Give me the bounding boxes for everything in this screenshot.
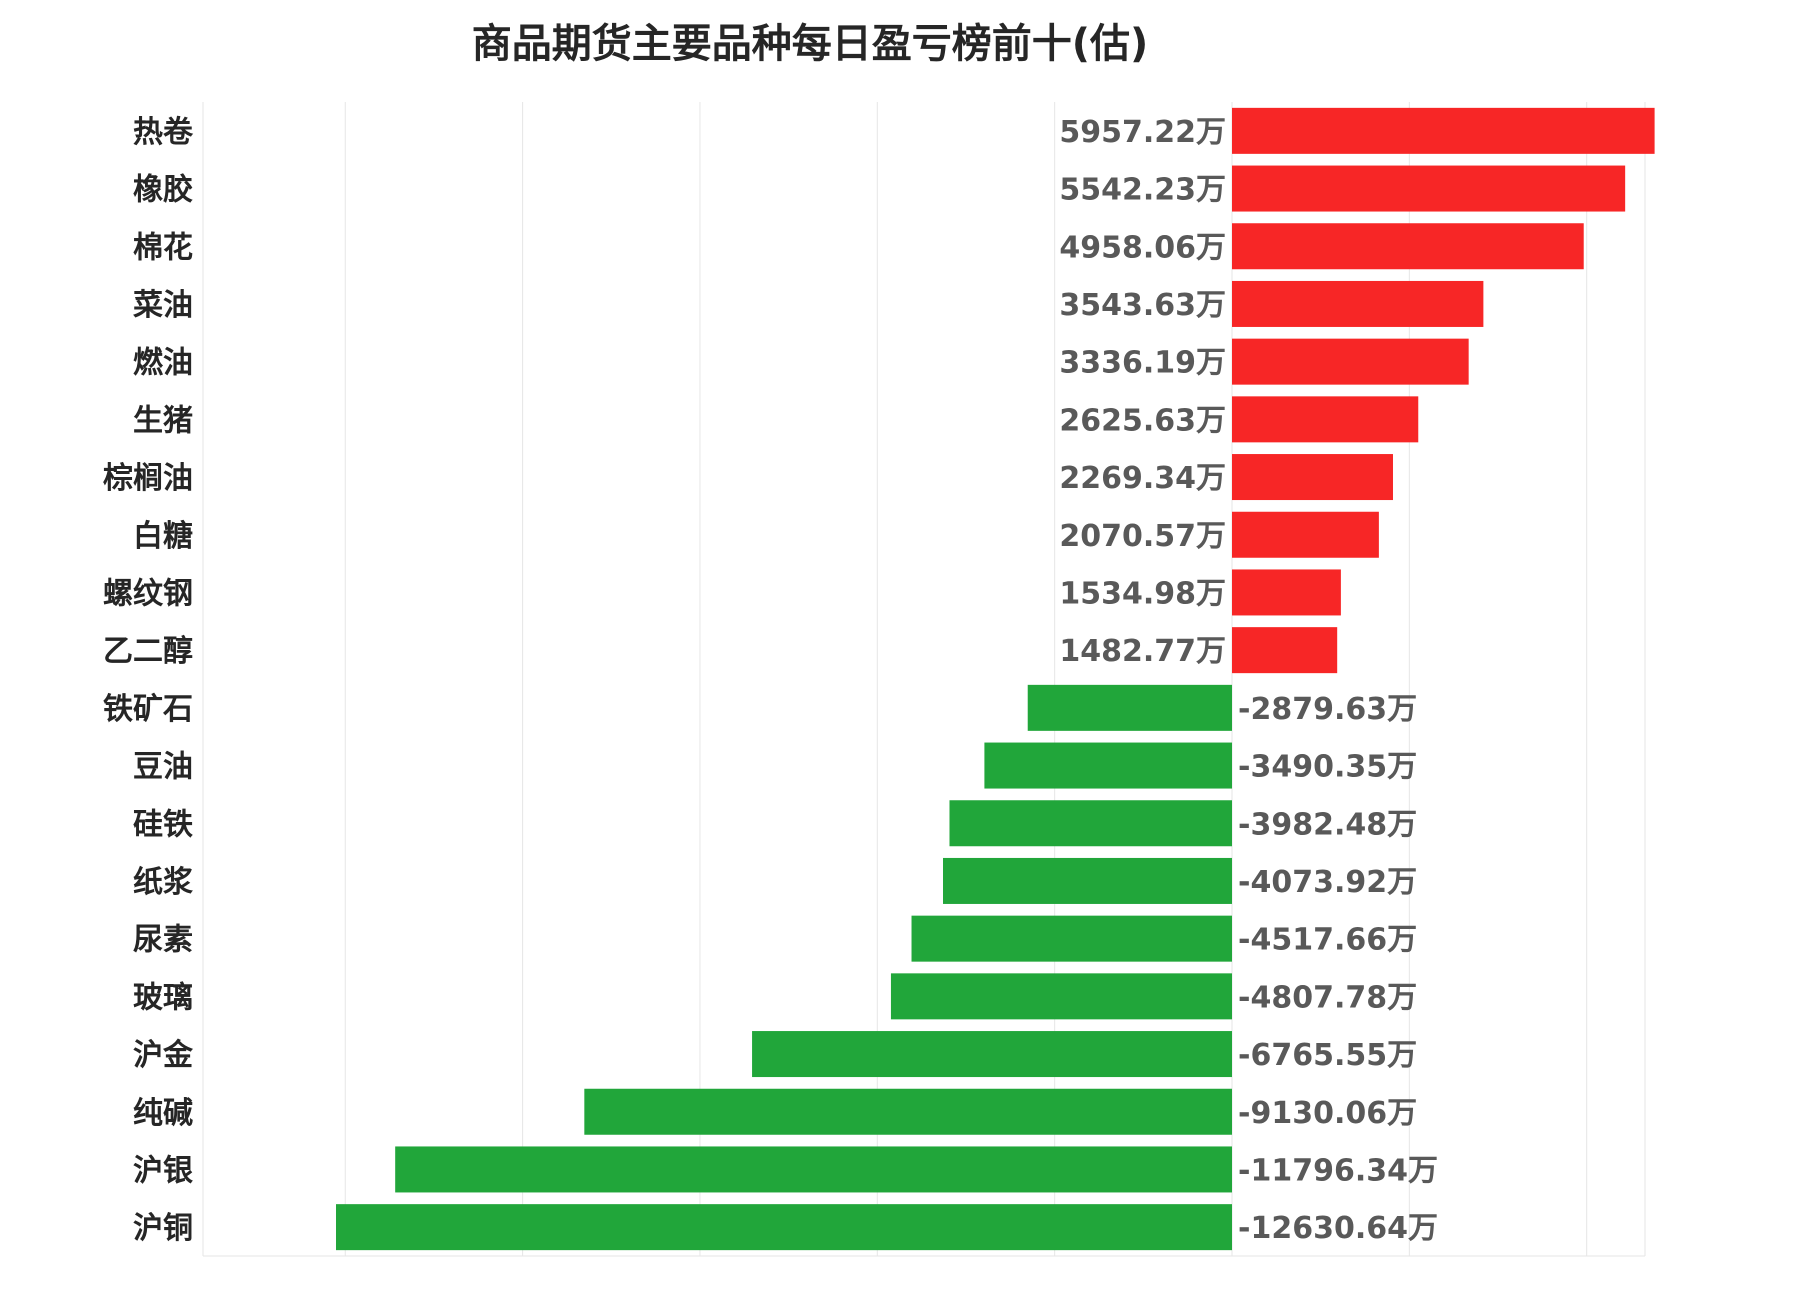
bar: [890, 973, 1232, 1020]
value-label: 2269.34万: [1059, 461, 1226, 496]
bar: [949, 800, 1232, 847]
value-label: -3490.35万: [1238, 750, 1417, 785]
category-label: 热卷: [133, 115, 194, 150]
value-label: 2070.57万: [1059, 519, 1226, 554]
chart-title: 商品期货主要品种每日盈亏榜前十(估): [472, 21, 1149, 67]
bar: [1232, 280, 1484, 327]
category-label: 燃油: [133, 346, 193, 381]
category-label: 硅铁: [133, 807, 193, 842]
bar: [1232, 454, 1393, 501]
category-label: 棕榈油: [103, 461, 193, 496]
category-label: 棉花: [133, 230, 193, 265]
category-label: 白糖: [133, 519, 193, 554]
bars-layer: [336, 107, 1655, 1251]
grid-layer: [202, 102, 1646, 1257]
category-label: 螺纹钢: [103, 576, 193, 611]
bar: [752, 1031, 1232, 1078]
value-label: 3543.63万: [1059, 288, 1226, 323]
value-label: -3982.48万: [1238, 807, 1417, 842]
category-label: 沪银: [133, 1153, 193, 1188]
value-label: -9130.06万: [1238, 1096, 1417, 1131]
category-label: 菜油: [133, 288, 193, 323]
bar: [395, 1146, 1232, 1193]
bar: [1232, 511, 1379, 558]
value-label: -4073.92万: [1238, 865, 1417, 900]
category-label: 乙二醇: [103, 634, 193, 669]
value-label: 1534.98万: [1059, 576, 1226, 611]
bar: [1232, 107, 1655, 154]
bar: [584, 1088, 1232, 1135]
value-label: 5957.22万: [1059, 115, 1226, 150]
value-label: -12630.64万: [1238, 1211, 1438, 1246]
category-label: 沪铜: [133, 1211, 193, 1246]
category-label: 尿素: [133, 923, 193, 958]
value-label: 2625.63万: [1059, 403, 1226, 438]
value-label: -6765.55万: [1238, 1038, 1417, 1073]
bar: [1232, 396, 1419, 443]
value-label: -4517.66万: [1238, 923, 1417, 958]
category-label: 纯碱: [133, 1096, 193, 1131]
bar: [1027, 684, 1232, 731]
bar: [1232, 165, 1626, 212]
value-label: 1482.77万: [1059, 634, 1226, 669]
bar: [943, 857, 1232, 904]
value-label: 3336.19万: [1059, 346, 1226, 381]
value-label: 4958.06万: [1059, 230, 1226, 265]
category-label: 生猪: [133, 403, 193, 438]
value-label: -11796.34万: [1238, 1153, 1438, 1188]
value-label: 5542.23万: [1059, 173, 1226, 208]
bar: [911, 915, 1232, 962]
category-label: 豆油: [133, 750, 193, 785]
value-label: -2879.63万: [1238, 692, 1417, 727]
category-label: 铁矿石: [103, 692, 193, 727]
value-label: -4807.78万: [1238, 980, 1417, 1015]
category-label: 沪金: [133, 1038, 194, 1073]
bar: [984, 742, 1232, 789]
bar: [336, 1204, 1232, 1251]
bar: [1232, 627, 1338, 674]
category-label: 橡胶: [133, 173, 193, 208]
bar: [1232, 338, 1469, 385]
bar: [1232, 223, 1584, 270]
category-label: 玻璃: [133, 980, 193, 1015]
bar: [1232, 569, 1341, 616]
category-label: 纸浆: [133, 865, 193, 900]
